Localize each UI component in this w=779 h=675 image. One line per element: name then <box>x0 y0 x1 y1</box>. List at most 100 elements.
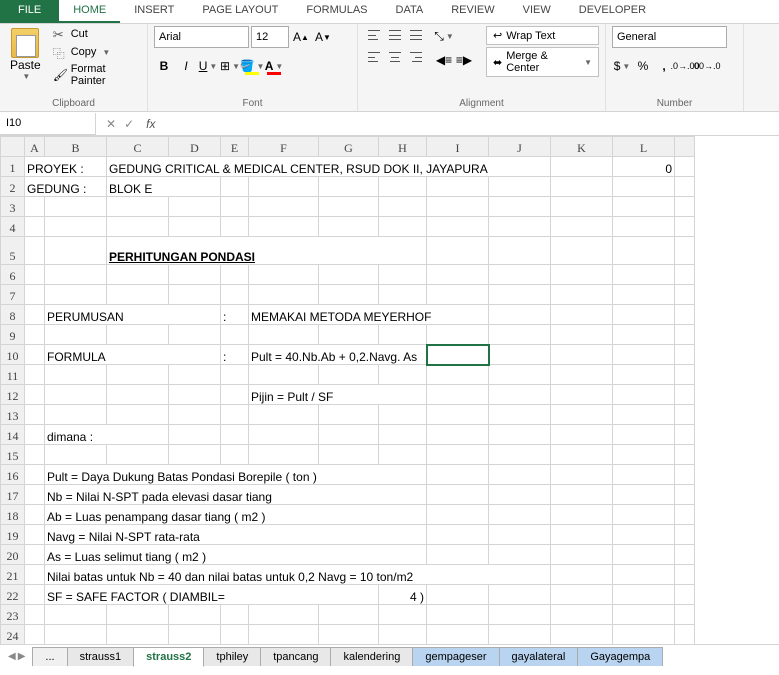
paste-button[interactable]: Paste ▼ <box>6 26 45 83</box>
tab-page-layout[interactable]: PAGE LAYOUT <box>188 0 292 23</box>
row-header[interactable]: 12 <box>1 385 25 405</box>
col-header-I[interactable]: I <box>427 137 489 157</box>
selected-cell[interactable] <box>427 345 489 365</box>
tab-home[interactable]: HOME <box>59 0 120 23</box>
cell[interactable]: MEMAKAI METODA MEYERHOF <box>249 305 489 325</box>
cell[interactable]: BLOK E <box>107 177 221 197</box>
percent-button[interactable]: % <box>633 56 653 76</box>
cell[interactable]: 4 ) <box>379 585 427 605</box>
cell[interactable]: Pult = Daya Dukung Batas Pondasi Borepil… <box>45 465 427 485</box>
row-header[interactable]: 18 <box>1 505 25 525</box>
row-header[interactable]: 11 <box>1 365 25 385</box>
col-header-F[interactable]: F <box>249 137 319 157</box>
row-header[interactable]: 22 <box>1 585 25 605</box>
row-header[interactable]: 7 <box>1 285 25 305</box>
row-header[interactable]: 20 <box>1 545 25 565</box>
sheet-tab-gempageser[interactable]: gempageser <box>412 647 499 666</box>
align-right-button[interactable] <box>406 48 426 66</box>
sheet-tab-strauss1[interactable]: strauss1 <box>67 647 135 666</box>
font-size-select[interactable] <box>251 26 289 48</box>
row-header[interactable]: 23 <box>1 605 25 625</box>
row-header[interactable]: 1 <box>1 157 25 177</box>
fx-icon[interactable]: fx <box>142 117 159 131</box>
format-painter-button[interactable]: Format Painter <box>49 62 141 88</box>
cell[interactable] <box>551 157 613 177</box>
row-header[interactable]: 21 <box>1 565 25 585</box>
merge-center-button[interactable]: ⬌Merge & Center▼ <box>486 47 599 77</box>
row-header[interactable]: 16 <box>1 465 25 485</box>
row-header[interactable]: 4 <box>1 217 25 237</box>
enter-formula-button[interactable]: ✓ <box>124 117 134 131</box>
row-header[interactable]: 14 <box>1 425 25 445</box>
italic-button[interactable]: I <box>176 56 196 76</box>
sheet-tab-kalendering[interactable]: kalendering <box>330 647 413 666</box>
cell-title[interactable]: PERHITUNGAN PONDASI <box>107 237 427 265</box>
tab-insert[interactable]: INSERT <box>120 0 188 23</box>
currency-button[interactable]: $▼ <box>612 56 632 76</box>
row-header[interactable]: 6 <box>1 265 25 285</box>
cell[interactable]: SF = SAFE FACTOR ( DIAMBIL= <box>45 585 379 605</box>
cell[interactable]: PERUMUSAN <box>45 305 221 325</box>
cell[interactable]: FORMULA <box>45 345 221 365</box>
cell[interactable]: dimana : <box>45 425 169 445</box>
row-header[interactable]: 3 <box>1 197 25 217</box>
tab-review[interactable]: REVIEW <box>437 0 508 23</box>
cell[interactable]: Nb = Nilai N-SPT pada elevasi dasar tian… <box>45 485 427 505</box>
row-header[interactable]: 24 <box>1 625 25 645</box>
col-header-L[interactable]: L <box>613 137 675 157</box>
col-header-C[interactable]: C <box>107 137 169 157</box>
cell[interactable]: 0 <box>613 157 675 177</box>
col-header-B[interactable]: B <box>45 137 107 157</box>
row-header[interactable]: 5 <box>1 237 25 265</box>
worksheet-grid[interactable]: A B C D E F G H I J K L 1PROYEK :GEDUNG … <box>0 136 779 644</box>
wrap-text-button[interactable]: ↩Wrap Text <box>486 26 599 45</box>
tab-file[interactable]: FILE <box>0 0 59 23</box>
cell[interactable]: Pult = 40.Nb.Ab + 0,2.Navg. As <box>249 345 427 365</box>
number-format-select[interactable] <box>612 26 727 48</box>
sheet-tab-strauss2[interactable]: strauss2 <box>133 647 204 667</box>
font-name-select[interactable] <box>154 26 249 48</box>
tab-nav-prev[interactable]: ◀ <box>8 651 16 662</box>
row-header[interactable]: 8 <box>1 305 25 325</box>
increase-indent-button[interactable]: ≡▶ <box>454 50 474 70</box>
cell[interactable]: As = Luas selimut tiang ( m2 ) <box>45 545 427 565</box>
row-header[interactable]: 9 <box>1 325 25 345</box>
col-header-J[interactable]: J <box>489 137 551 157</box>
align-bottom-button[interactable] <box>406 26 426 44</box>
tab-data[interactable]: DATA <box>382 0 438 23</box>
sheet-tab-gayalateral[interactable]: gayalateral <box>499 647 579 666</box>
cut-button[interactable]: Cut <box>49 26 141 42</box>
cell[interactable]: PROYEK : <box>25 157 107 177</box>
cell[interactable]: : <box>221 305 249 325</box>
decrease-indent-button[interactable]: ◀≡ <box>434 50 454 70</box>
grow-font-button[interactable]: A▲ <box>291 27 311 47</box>
bold-button[interactable]: B <box>154 56 174 76</box>
align-center-button[interactable] <box>385 48 405 66</box>
copy-button[interactable]: Copy▼ <box>49 44 141 60</box>
align-left-button[interactable] <box>364 48 384 66</box>
row-header[interactable]: 10 <box>1 345 25 365</box>
tab-ellipsis[interactable]: ... <box>32 647 67 666</box>
sheet-tab-gayagempa[interactable]: Gayagempa <box>577 647 663 666</box>
align-top-button[interactable] <box>364 26 384 44</box>
cell[interactable]: Navg = Nilai N-SPT rata-rata <box>45 525 427 545</box>
fill-color-button[interactable]: 🪣▼ <box>242 56 262 76</box>
underline-button[interactable]: U▼ <box>198 56 218 76</box>
name-box[interactable]: I10 <box>0 113 96 135</box>
cell[interactable]: GEDUNG : <box>25 177 107 197</box>
cell[interactable]: Nilai batas untuk Nb = 40 dan nilai bata… <box>45 565 551 585</box>
cell[interactable]: GEDUNG CRITICAL & MEDICAL CENTER, RSUD D… <box>107 157 551 177</box>
col-header-E[interactable]: E <box>221 137 249 157</box>
cell[interactable]: : <box>221 345 249 365</box>
border-button[interactable]: ⊞▼ <box>220 56 240 76</box>
row-header[interactable]: 19 <box>1 525 25 545</box>
row-header[interactable]: 17 <box>1 485 25 505</box>
font-color-button[interactable]: A▼ <box>264 56 284 76</box>
tab-nav-next[interactable]: ▶ <box>18 651 26 662</box>
tab-developer[interactable]: DEVELOPER <box>565 0 660 23</box>
col-header-D[interactable]: D <box>169 137 221 157</box>
select-all-corner[interactable] <box>1 137 25 157</box>
row-header[interactable]: 13 <box>1 405 25 425</box>
row-header[interactable]: 2 <box>1 177 25 197</box>
shrink-font-button[interactable]: A▼ <box>313 27 333 47</box>
